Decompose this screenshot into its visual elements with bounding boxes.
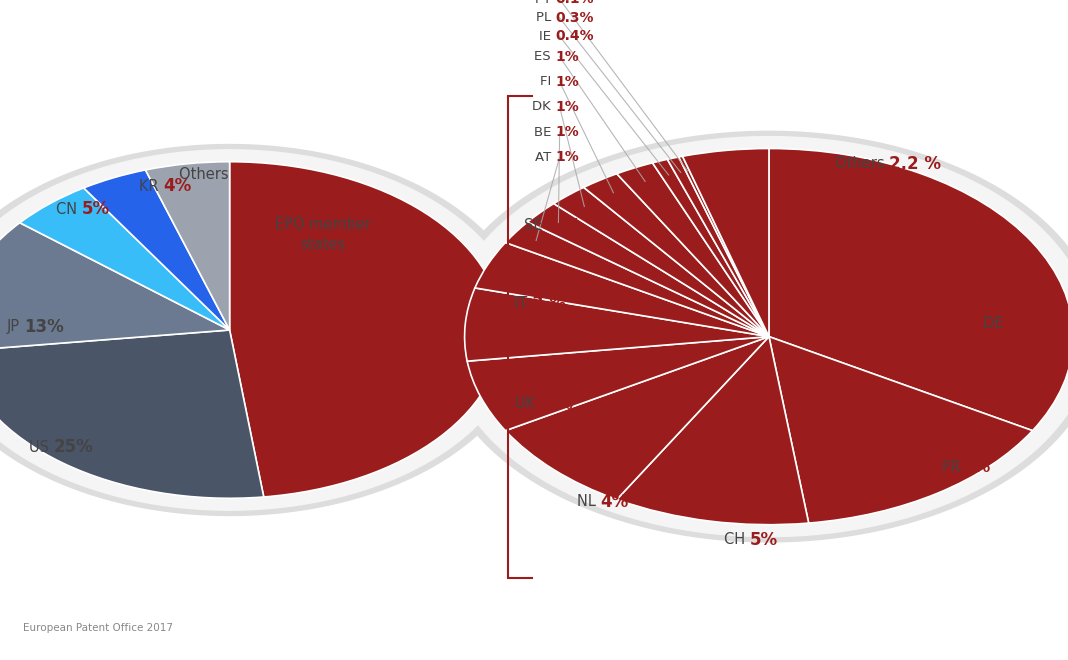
Text: 48%: 48% — [301, 258, 344, 277]
Text: 1%: 1% — [555, 100, 579, 114]
Text: 2 %: 2 % — [547, 216, 581, 235]
Text: AT: AT — [535, 150, 555, 164]
Wedge shape — [465, 288, 769, 361]
Text: 7%: 7% — [963, 458, 991, 477]
Wedge shape — [682, 148, 769, 337]
Text: 4%: 4% — [600, 492, 628, 511]
Wedge shape — [653, 159, 769, 337]
Text: 2.2 %: 2.2 % — [889, 154, 941, 173]
Text: JP: JP — [6, 319, 25, 334]
Text: FR: FR — [942, 460, 965, 475]
Wedge shape — [584, 174, 769, 337]
Wedge shape — [467, 337, 769, 430]
Text: 0.1%: 0.1% — [555, 0, 594, 7]
Polygon shape — [0, 145, 530, 515]
Text: 1%: 1% — [555, 125, 579, 139]
Wedge shape — [83, 170, 230, 330]
Text: IT: IT — [514, 296, 532, 311]
Text: states: states — [300, 237, 345, 251]
Wedge shape — [145, 162, 230, 330]
Text: 3 %: 3 % — [532, 294, 566, 313]
Wedge shape — [668, 157, 769, 337]
Text: PT: PT — [535, 0, 555, 6]
Text: 4%: 4% — [163, 177, 191, 195]
Wedge shape — [0, 222, 230, 351]
Text: IE: IE — [539, 30, 555, 43]
Wedge shape — [528, 203, 769, 337]
Text: 5%: 5% — [82, 200, 110, 218]
Text: Others: Others — [835, 156, 890, 171]
Text: DK: DK — [532, 100, 555, 114]
Polygon shape — [445, 137, 1068, 537]
Text: 1%: 1% — [555, 50, 579, 64]
Text: EPO member: EPO member — [274, 217, 371, 232]
Wedge shape — [553, 187, 769, 337]
Text: 0.4%: 0.4% — [555, 29, 594, 44]
Wedge shape — [617, 337, 808, 525]
Text: UK: UK — [515, 397, 539, 411]
Wedge shape — [678, 156, 769, 337]
Polygon shape — [437, 131, 1068, 542]
Text: 13%: 13% — [25, 317, 64, 336]
Polygon shape — [0, 150, 521, 510]
Text: 0.3%: 0.3% — [555, 11, 594, 25]
Text: DE: DE — [983, 316, 1007, 331]
Wedge shape — [0, 330, 264, 498]
Text: KR: KR — [139, 179, 163, 193]
Wedge shape — [769, 148, 1068, 430]
Text: 25%: 25% — [53, 438, 93, 457]
Wedge shape — [616, 163, 769, 337]
Text: European Patent Office 2017: European Patent Office 2017 — [23, 623, 173, 634]
Text: ES: ES — [534, 50, 555, 63]
Text: 5%: 5% — [750, 531, 778, 549]
Text: Others: Others — [178, 168, 233, 182]
Text: US: US — [29, 440, 53, 455]
Text: FI: FI — [539, 75, 555, 88]
Text: 1%: 1% — [555, 75, 579, 89]
Text: PL: PL — [536, 11, 555, 24]
Wedge shape — [20, 188, 230, 330]
Wedge shape — [505, 222, 769, 337]
Text: 5%: 5% — [233, 166, 261, 184]
Wedge shape — [505, 337, 769, 500]
Text: CN: CN — [57, 202, 82, 216]
Text: 3 %: 3 % — [539, 395, 574, 413]
Wedge shape — [475, 242, 769, 337]
Wedge shape — [769, 337, 1033, 523]
Wedge shape — [230, 162, 502, 497]
Text: NL: NL — [577, 494, 600, 509]
Text: BE: BE — [534, 125, 555, 139]
Text: CH: CH — [724, 533, 750, 547]
Text: 1%: 1% — [555, 150, 579, 164]
Text: 16%: 16% — [1008, 314, 1048, 333]
Text: SE: SE — [523, 218, 547, 233]
